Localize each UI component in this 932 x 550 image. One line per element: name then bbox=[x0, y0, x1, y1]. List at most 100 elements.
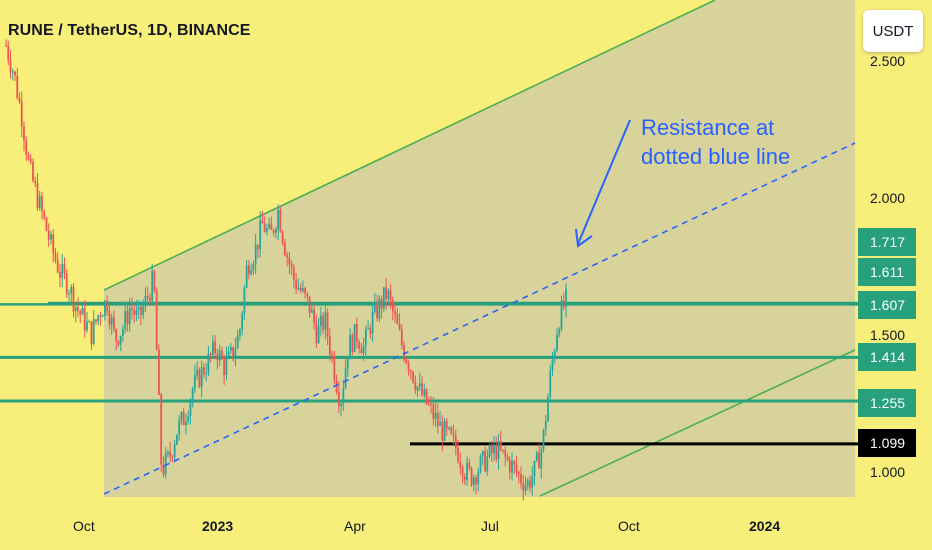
candle[interactable] bbox=[551, 351, 554, 376]
candle[interactable] bbox=[508, 456, 511, 480]
candle[interactable] bbox=[315, 314, 318, 348]
candle[interactable] bbox=[83, 300, 86, 338]
candle[interactable] bbox=[432, 396, 435, 426]
candle[interactable] bbox=[558, 326, 561, 338]
candle[interactable] bbox=[194, 364, 196, 394]
candle[interactable] bbox=[373, 292, 376, 315]
candle[interactable] bbox=[423, 383, 426, 399]
candle[interactable] bbox=[371, 305, 374, 342]
candle[interactable] bbox=[553, 348, 556, 364]
candle[interactable] bbox=[142, 299, 145, 320]
candle[interactable] bbox=[180, 411, 183, 425]
candle[interactable] bbox=[385, 278, 387, 310]
candle[interactable] bbox=[45, 216, 48, 232]
candle[interactable] bbox=[95, 318, 97, 325]
candle[interactable] bbox=[261, 210, 264, 224]
candle[interactable] bbox=[229, 343, 232, 354]
candle[interactable] bbox=[54, 248, 57, 264]
candle[interactable] bbox=[90, 321, 93, 350]
candle[interactable] bbox=[124, 305, 127, 334]
candle[interactable] bbox=[68, 289, 70, 302]
candle[interactable] bbox=[488, 443, 491, 459]
candle[interactable] bbox=[560, 295, 563, 332]
candle[interactable] bbox=[459, 452, 462, 475]
candle[interactable] bbox=[412, 370, 414, 384]
candle[interactable] bbox=[115, 328, 118, 351]
candle[interactable] bbox=[268, 217, 271, 230]
candle[interactable] bbox=[47, 223, 50, 247]
candle[interactable] bbox=[421, 376, 423, 398]
candle[interactable] bbox=[288, 251, 291, 275]
candle[interactable] bbox=[416, 385, 419, 398]
candle[interactable] bbox=[499, 430, 502, 452]
candle[interactable] bbox=[171, 454, 174, 462]
candle[interactable] bbox=[41, 191, 43, 220]
candle[interactable] bbox=[72, 282, 75, 318]
candle[interactable] bbox=[306, 292, 309, 301]
candle[interactable] bbox=[358, 339, 360, 354]
candle[interactable] bbox=[59, 263, 61, 288]
candle[interactable] bbox=[92, 310, 95, 346]
candle[interactable] bbox=[23, 121, 25, 152]
candle[interactable] bbox=[36, 172, 39, 211]
candle[interactable] bbox=[556, 327, 558, 353]
channel-upper-line[interactable] bbox=[103, 0, 716, 291]
candle[interactable] bbox=[342, 380, 345, 411]
candle[interactable] bbox=[333, 351, 336, 385]
candle[interactable] bbox=[326, 308, 329, 346]
candle[interactable] bbox=[443, 418, 446, 442]
candle[interactable] bbox=[414, 375, 417, 395]
candle[interactable] bbox=[236, 329, 239, 350]
candle[interactable] bbox=[391, 296, 394, 321]
candle[interactable] bbox=[493, 435, 495, 461]
candle[interactable] bbox=[140, 305, 142, 326]
candle[interactable] bbox=[20, 91, 23, 138]
candle[interactable] bbox=[218, 344, 221, 367]
candle[interactable] bbox=[301, 280, 304, 294]
candle[interactable] bbox=[205, 363, 208, 382]
candle[interactable] bbox=[378, 295, 381, 323]
candle[interactable] bbox=[524, 476, 527, 496]
candle[interactable] bbox=[61, 254, 64, 288]
candle[interactable] bbox=[403, 341, 405, 363]
candle[interactable] bbox=[173, 440, 176, 463]
candle[interactable] bbox=[74, 305, 77, 323]
candle[interactable] bbox=[88, 319, 91, 323]
candle[interactable] bbox=[540, 446, 543, 479]
candle[interactable] bbox=[81, 305, 84, 315]
candle[interactable] bbox=[178, 415, 181, 441]
candle[interactable] bbox=[364, 325, 367, 356]
candle[interactable] bbox=[322, 312, 325, 335]
candle[interactable] bbox=[70, 284, 73, 304]
candle[interactable] bbox=[207, 345, 210, 377]
candle[interactable] bbox=[547, 393, 549, 422]
candle[interactable] bbox=[56, 252, 59, 274]
candle[interactable] bbox=[448, 426, 450, 431]
candle[interactable] bbox=[79, 309, 82, 324]
candle[interactable] bbox=[200, 360, 203, 398]
candle[interactable] bbox=[155, 287, 158, 351]
candle[interactable] bbox=[216, 348, 219, 370]
candle[interactable] bbox=[436, 403, 439, 434]
candle[interactable] bbox=[380, 295, 383, 319]
candle[interactable] bbox=[144, 287, 147, 312]
candle[interactable] bbox=[479, 453, 482, 474]
candle[interactable] bbox=[29, 153, 32, 165]
candle[interactable] bbox=[389, 284, 392, 309]
candle[interactable] bbox=[317, 317, 320, 344]
candle[interactable] bbox=[162, 456, 165, 478]
candle[interactable] bbox=[281, 230, 284, 246]
candle[interactable] bbox=[113, 310, 115, 333]
candle[interactable] bbox=[522, 474, 525, 501]
candle[interactable] bbox=[108, 302, 111, 330]
candle[interactable] bbox=[97, 314, 100, 326]
candle[interactable] bbox=[214, 335, 217, 360]
candle[interactable] bbox=[484, 446, 486, 473]
candle[interactable] bbox=[382, 287, 385, 312]
candle[interactable] bbox=[191, 386, 194, 408]
candle[interactable] bbox=[119, 335, 122, 352]
candle[interactable] bbox=[221, 346, 223, 361]
candle[interactable] bbox=[151, 263, 154, 303]
candle[interactable] bbox=[38, 191, 41, 211]
